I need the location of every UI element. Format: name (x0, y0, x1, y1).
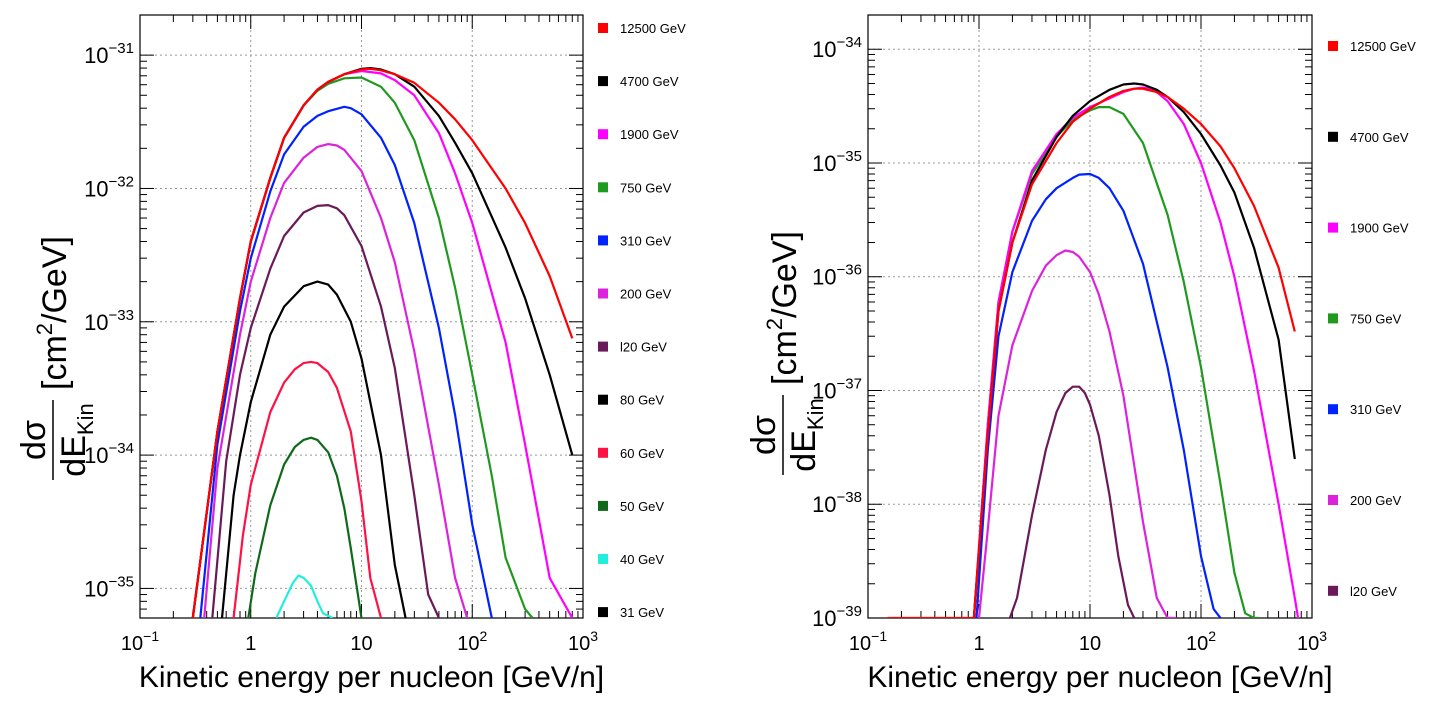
series-line (211, 204, 440, 618)
series-curves (887, 82, 1300, 618)
legend-swatch (598, 76, 608, 87)
right-plot-panel: 10−1 1 10 102 103 10−39 10−38 10−37 10−36 10−35 10… (745, 14, 1416, 694)
legend-label: 200 GeV (620, 287, 672, 302)
series-line (972, 86, 1300, 618)
y-label-denominator: dEKin (55, 403, 98, 476)
series-line (247, 436, 363, 618)
x-axis-label: Kinetic energy per nucleon [GeV/n] (139, 661, 604, 694)
series-line (232, 360, 383, 618)
legend-swatch (598, 607, 608, 618)
x-tick-label: 10 (1079, 633, 1101, 655)
legend-label: 310 GeV (620, 233, 672, 248)
legend-label: 12500 GeV (1350, 39, 1416, 54)
y-tick-label: 10−37 (812, 375, 862, 403)
series-line (191, 67, 574, 618)
y-axis-label: dσ dEKin [cm2/GeV] (745, 231, 828, 475)
legend-label: l20 GeV (1350, 584, 1397, 599)
series-line (191, 69, 574, 618)
series-curves (191, 66, 574, 618)
x-tick-label: 102 (1186, 628, 1216, 655)
series-line (887, 87, 1296, 618)
legend-label: 4700 GeV (620, 74, 679, 89)
y-tick-label: 10−34 (812, 34, 862, 62)
legend-label: 1900 GeV (1350, 221, 1409, 236)
y-label-unit: [cm2/GeV] (32, 236, 74, 390)
legend-swatch (598, 394, 608, 405)
legend-label: 40 GeV (620, 552, 664, 567)
x-tick-label: 1 (973, 633, 984, 655)
legend-label: 31 GeV (620, 605, 664, 620)
series-line (275, 574, 334, 618)
y-tick-label: 10−35 (84, 573, 134, 601)
y-tick-label: 10−35 (812, 148, 862, 176)
legend-swatch (1328, 313, 1338, 324)
series-line (220, 280, 407, 618)
series-line (203, 143, 469, 618)
legend-label: 1900 GeV (620, 127, 679, 142)
y-tick-label: 10−38 (812, 489, 862, 517)
x-tick-label: 10−1 (849, 628, 887, 655)
y-tick-label: 10−34 (84, 440, 134, 468)
legend-swatch (598, 554, 608, 564)
legend-label: l20 GeV (620, 340, 667, 355)
x-tick-label: 10−1 (121, 628, 159, 655)
y-axis-label: dσ dEKin [cm2/GeV] (15, 236, 98, 480)
y-tick-label: 10−39 (812, 603, 862, 631)
legend-swatch (598, 341, 608, 352)
series-line (975, 172, 1222, 618)
legend-label: 200 GeV (1350, 493, 1402, 508)
legend-swatch (1328, 495, 1338, 505)
legend-swatch (1328, 404, 1338, 415)
legend-label: 80 GeV (620, 393, 664, 408)
x-tick-label: 10 (350, 633, 372, 655)
y-tick-label: 10−36 (812, 262, 862, 290)
y-tick-label: 10−33 (84, 307, 134, 335)
legend-swatch (1328, 585, 1338, 596)
y-label-denominator: dEKin (785, 398, 828, 471)
legend-swatch (1328, 222, 1338, 233)
y-tick-label: 10−31 (84, 40, 134, 68)
left-plot-panel: 10−1 1 10 102 103 10−35 10−34 10−33 10−32 10−31 Ki… (15, 14, 686, 694)
series-line (199, 105, 493, 618)
legend-label: 12500 GeV (620, 21, 686, 36)
legend-label: 750 GeV (1350, 311, 1402, 326)
series-line (1008, 385, 1136, 618)
legend-swatch (1328, 131, 1338, 142)
x-tick-label: 103 (568, 628, 598, 655)
y-label-unit: [cm2/GeV] (762, 231, 804, 385)
legend: 12500 GeV 4700 GeV 1900 GeV 750 GeV 310 GeV 2… (598, 21, 686, 620)
legend-label: 4700 GeV (1350, 130, 1409, 145)
legend-label: 50 GeV (620, 499, 664, 514)
legend-label: 60 GeV (620, 446, 664, 461)
y-label-numerator: dσ (15, 420, 53, 460)
legend-swatch (598, 129, 608, 140)
legend-swatch (1328, 41, 1338, 51)
legend-swatch (598, 288, 608, 299)
legend-label: 750 GeV (620, 180, 672, 195)
x-tick-label: 1 (245, 633, 256, 655)
series-line (191, 66, 574, 618)
x-axis-label: Kinetic energy per nucleon [GeV/n] (867, 661, 1332, 694)
legend-swatch (598, 182, 608, 193)
x-tick-label: 103 (1297, 628, 1327, 655)
legend-label: 310 GeV (1350, 402, 1402, 417)
y-tick-label: 10−32 (84, 173, 134, 201)
legend-swatch (598, 447, 608, 458)
series-line (977, 249, 1177, 618)
legend-swatch (598, 500, 608, 511)
legend-swatch (598, 23, 608, 33)
legend: 12500 GeV 4700 GeV 1900 GeV 750 GeV 310 GeV 2… (1328, 39, 1416, 599)
y-label-numerator: dσ (745, 415, 783, 455)
series-line (972, 82, 1296, 618)
legend-swatch (598, 235, 608, 246)
x-tick-label: 102 (457, 628, 487, 655)
